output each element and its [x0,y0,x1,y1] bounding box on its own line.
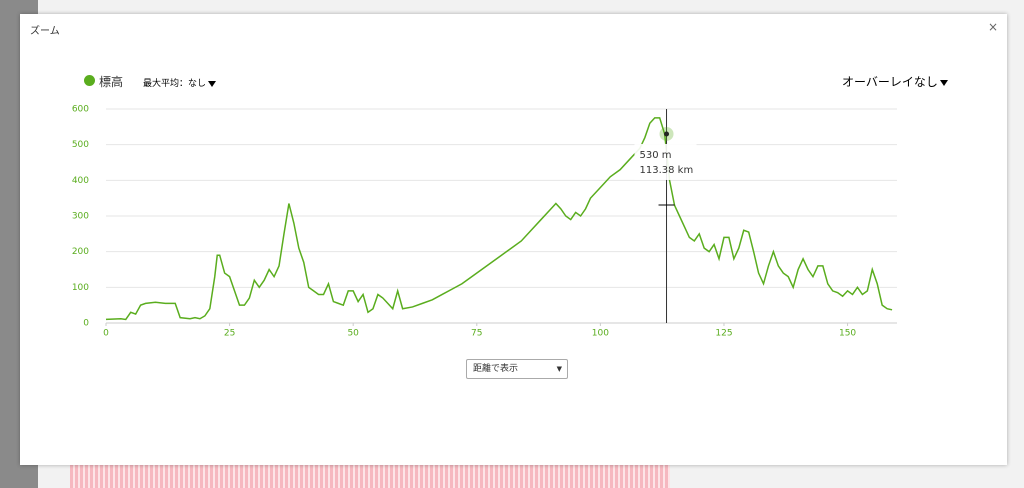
x-tick-label: 25 [224,329,235,339]
overlay-label: オーバーレイなし [842,75,938,89]
legend-dot [84,75,95,86]
x-tick-label: 75 [471,329,482,339]
y-tick-label: 600 [72,105,89,115]
x-tick-label: 50 [347,329,359,339]
y-tick-label: 500 [72,140,89,150]
x-mode-select[interactable]: 距離で表示 ▼ [466,359,568,379]
dialog-title: ズーム [30,26,60,37]
tooltip-text: 530 m [640,150,672,161]
y-tick-label: 300 [72,212,89,222]
x-tick-label: 125 [715,329,732,339]
background-chart [70,462,670,488]
y-tick-label: 100 [72,283,89,293]
legend-label[interactable]: 標高 [99,75,124,89]
x-mode-label: 距離で表示 [473,364,519,374]
y-tick-label: 200 [72,247,89,257]
x-tick-label: 100 [592,329,609,339]
smoothing-dropdown[interactable]: 最大平均：なし [143,76,217,89]
tooltip-text: 113.38 km [640,165,694,176]
y-tick-label: 400 [72,176,89,186]
smoothing-label: 最大平均：なし [143,79,207,89]
x-tick-label: 0 [103,329,109,339]
dialog: ズーム × 標高 最大平均：なし オーバーレイなし 距離で表示 ▼ 0 100 200… [20,14,1007,465]
y-tick-label: 0 [83,319,89,329]
x-tick-label: 150 [839,329,856,339]
close-button[interactable]: × [988,20,999,34]
tooltip-box [634,143,697,180]
select-arrow: ▼ [556,365,562,373]
elevation-line [105,117,893,321]
hover-point [664,131,670,137]
overlay-dropdown[interactable]: オーバーレイなし [842,73,948,90]
chart: 0 100 200 300 400 500 600 0 25 50 75 100 125 150 530 m… [72,105,897,339]
